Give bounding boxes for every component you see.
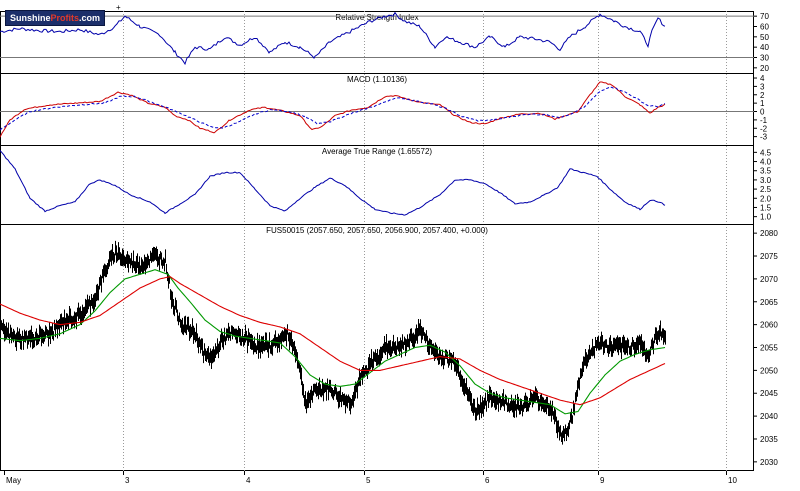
x-tick-label: 10 (728, 476, 737, 485)
y-tick-label: 50 (760, 33, 769, 42)
x-tick-label: 5 (366, 476, 371, 485)
cursor-marker: + (116, 3, 121, 12)
series-line (0, 150, 666, 216)
y-tick-label: 2055 (760, 344, 778, 353)
y-tick-label: 2035 (760, 435, 778, 444)
y-tick-label: 40 (760, 43, 769, 52)
y-tick-label: -1 (760, 116, 768, 125)
x-tick-label: May (6, 476, 21, 485)
series-line (0, 11, 666, 66)
series-line (0, 86, 666, 131)
panel-title: FUS50015 (2057.650, 2057.650, 2056.900, … (266, 226, 488, 235)
y-tick-label: 2045 (760, 389, 778, 398)
y-tick-label: 1 (760, 99, 765, 108)
panel-title: Average True Range (1.65572) (322, 147, 432, 156)
y-tick-label: 2080 (760, 229, 778, 238)
series-line (0, 81, 666, 138)
x-tick-label: 6 (485, 476, 490, 485)
logo-brand-a: Sunshine (10, 13, 51, 23)
x-tick-label: 4 (246, 476, 251, 485)
y-tick-label: 20 (760, 64, 769, 73)
panel-title: MACD (1.10136) (347, 75, 407, 84)
y-tick-label: 2065 (760, 298, 778, 307)
sunshine-profits-logo[interactable]: SunshineProfits.com (5, 10, 106, 26)
logo-brand-b: Profits (50, 13, 80, 23)
y-tick-label: 2075 (760, 252, 778, 261)
y-tick-label: 1.0 (760, 213, 772, 222)
x-tick-label: 3 (125, 476, 130, 485)
series-line (0, 276, 666, 406)
y-tick-label: 2030 (760, 458, 778, 467)
y-tick-label: 2040 (760, 412, 778, 421)
y-tick-label: 3 (760, 82, 765, 91)
y-tick-label: 70 (760, 12, 769, 21)
price-bars (0, 240, 666, 445)
plot-frame (0, 11, 754, 471)
y-tick-label: 30 (760, 54, 769, 63)
y-tick-label: 3.5 (760, 167, 772, 176)
y-tick-label: 1.5 (760, 203, 772, 212)
x-tick-label: 9 (600, 476, 605, 485)
y-tick-label: 0 (760, 108, 765, 117)
y-tick-label: 4.0 (760, 158, 772, 167)
y-tick-label: 60 (760, 23, 769, 32)
y-tick-label: 2060 (760, 321, 778, 330)
logo-suffix: .com (79, 13, 101, 23)
y-tick-label: 4.5 (760, 148, 772, 157)
y-tick-label: 2.5 (760, 185, 772, 194)
y-tick-label: 2.0 (760, 194, 772, 203)
y-tick-label: -2 (760, 124, 768, 133)
y-tick-label: 3.0 (760, 176, 772, 185)
y-tick-label: 2 (760, 91, 765, 100)
y-tick-label: 2070 (760, 275, 778, 284)
series-line (0, 269, 666, 415)
y-tick-label: 2050 (760, 366, 778, 375)
y-tick-label: -3 (760, 133, 768, 142)
y-tick-label: 4 (760, 74, 765, 83)
